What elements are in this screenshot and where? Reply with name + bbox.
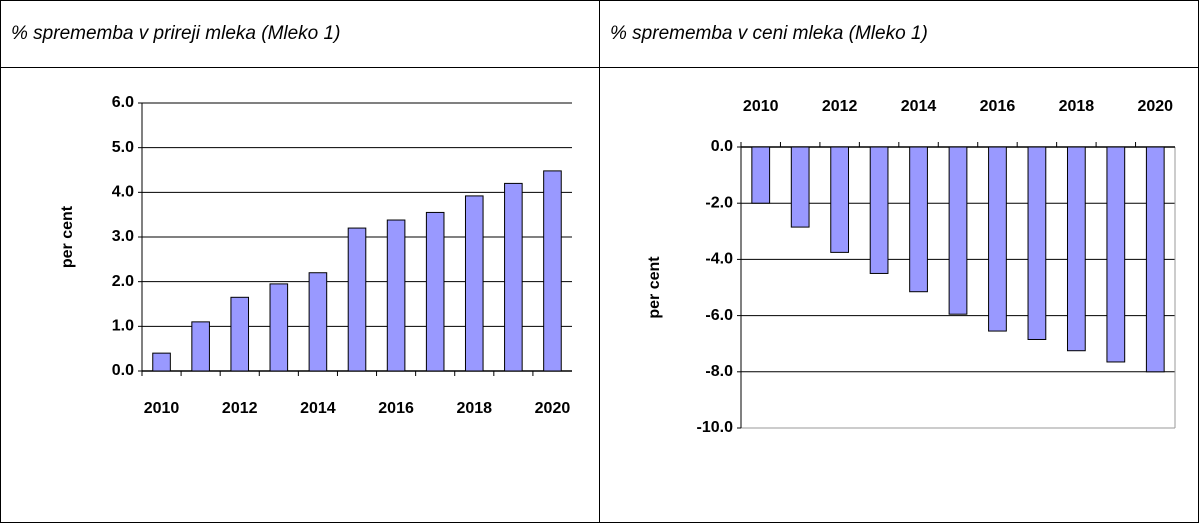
y-tick-label: 0.0	[112, 362, 134, 379]
bar	[988, 146, 1007, 332]
bar	[869, 146, 889, 274]
bar	[504, 182, 523, 372]
y-axis-label: per cent	[59, 205, 76, 268]
bar	[425, 211, 445, 372]
x-tick-label: 2020	[535, 400, 571, 417]
header-cell: % sprememba v ceni mleka (Mleko 1)	[599, 0, 1199, 68]
bar	[1145, 146, 1165, 373]
header-cell: % sprememba v prireji mleka (Mleko 1)	[0, 0, 600, 68]
x-tick-label: 2012	[222, 400, 258, 417]
x-tick-label: 2014	[300, 400, 336, 417]
x-tick-label: 2010	[144, 400, 180, 417]
x-tick-label: 2016	[378, 400, 414, 417]
y-tick-label: 4.0	[112, 184, 134, 201]
bar	[230, 296, 250, 372]
bar	[790, 146, 810, 228]
bar	[948, 146, 968, 315]
y-tick-label: -6.0	[705, 307, 733, 324]
y-tick-label: 6.0	[112, 94, 134, 111]
x-tick-label: 2018	[1059, 98, 1095, 115]
y-tick-label: -2.0	[705, 194, 733, 211]
y-tick-label: 5.0	[112, 139, 134, 156]
x-tick-label: 2014	[901, 98, 937, 115]
x-tick-label: 2020	[1137, 98, 1173, 115]
bar	[308, 272, 328, 372]
bar	[1066, 146, 1086, 352]
y-tick-label: 1.0	[112, 318, 134, 335]
x-tick-label: 2018	[456, 400, 492, 417]
y-tick-label: -4.0	[705, 251, 733, 268]
y-axis-label: per cent	[646, 256, 663, 319]
bar	[347, 227, 367, 372]
bar	[191, 321, 210, 372]
bar	[909, 146, 928, 293]
y-tick-label: 0.0	[711, 138, 733, 155]
bar	[269, 283, 289, 372]
x-tick-label: 2016	[980, 98, 1016, 115]
bar	[152, 352, 171, 372]
bar	[464, 195, 484, 372]
y-tick-label: 2.0	[112, 273, 134, 290]
bar	[751, 146, 771, 204]
x-tick-label: 2012	[822, 98, 858, 115]
y-tick-label: 3.0	[112, 228, 134, 245]
bar	[1106, 146, 1126, 363]
bar	[543, 170, 562, 372]
bar	[1027, 146, 1047, 340]
y-tick-label: -8.0	[705, 363, 733, 380]
y-tick-label: -10.0	[697, 419, 734, 436]
bar	[830, 146, 850, 253]
bar	[386, 219, 406, 372]
x-tick-label: 2010	[743, 98, 779, 115]
